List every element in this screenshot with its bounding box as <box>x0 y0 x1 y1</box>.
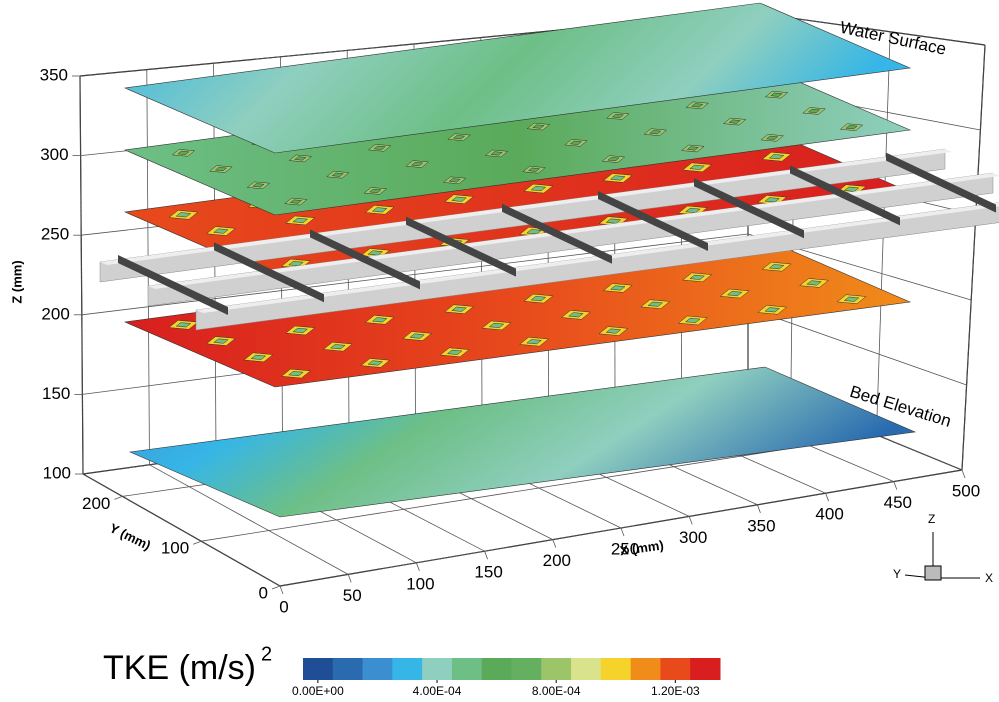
tick-mark <box>272 586 280 589</box>
colorbar-swatch <box>333 658 363 680</box>
colorbar-title-sup: 2 <box>261 643 272 665</box>
tick-mark <box>757 505 760 513</box>
colorbar-tick-label: 0.00E+00 <box>292 684 344 698</box>
tick-mark <box>553 540 556 548</box>
tick-mark <box>894 482 897 490</box>
colorbar-swatch <box>690 658 720 680</box>
x-tick-label: 350 <box>747 516 775 535</box>
colorbar-title: TKE (m/s) <box>103 649 256 687</box>
colorbar-swatch <box>512 658 542 680</box>
colorbar-swatch <box>392 658 422 680</box>
colorbar: 0.00E+00 4.00E-04 8.00E-04 1.20E-03 <box>292 658 720 698</box>
x-tick-label: 500 <box>952 481 980 500</box>
y-tick-label: 100 <box>161 539 189 558</box>
tick-mark <box>114 496 122 499</box>
tick-mark <box>826 493 829 501</box>
z-tick-label: 100 <box>43 463 71 482</box>
colorbar-swatch <box>631 658 661 680</box>
colorbar-tick-label: 1.20E-03 <box>651 684 700 698</box>
colorbar-swatch <box>422 658 452 680</box>
tick-mark <box>416 563 419 571</box>
x-tick-label: 50 <box>343 586 362 605</box>
triad-label: Z <box>928 512 935 526</box>
colorbar-swatch <box>303 658 333 680</box>
tick-mark <box>621 528 624 536</box>
colorbar-swatch <box>452 658 482 680</box>
triad-cube <box>925 566 941 580</box>
y-axis-title: Y (mm) <box>107 520 153 553</box>
colorbar-swatch <box>601 658 631 680</box>
bed-plane <box>130 367 915 517</box>
triad-label: Y <box>893 567 901 581</box>
tick-mark <box>689 516 692 524</box>
x-tick-label: 0 <box>279 597 288 616</box>
grid-line <box>962 45 985 470</box>
triad-label: X <box>985 571 993 585</box>
z-tick-label: 250 <box>41 225 69 244</box>
z-tick-label: 150 <box>42 384 70 403</box>
tick-mark <box>193 541 201 544</box>
z-axis-title: Z (mm) <box>9 260 24 303</box>
x-tick-label: 150 <box>474 563 502 582</box>
x-tick-label: 450 <box>884 493 912 512</box>
z-tick-label: 200 <box>41 304 69 323</box>
colorbar-swatch <box>660 658 690 680</box>
contour-planes <box>100 3 999 517</box>
x-tick-label: 300 <box>679 528 707 547</box>
colorbar-swatch <box>541 658 571 680</box>
y-tick-label: 0 <box>259 583 268 602</box>
x-tick-label: 400 <box>815 505 843 524</box>
tick-mark <box>485 551 488 559</box>
colorbar-swatch <box>482 658 512 680</box>
colorbar-tick-label: 4.00E-04 <box>413 684 462 698</box>
tick-mark <box>962 470 965 478</box>
grid-line <box>80 76 83 474</box>
z-tick-label: 300 <box>40 145 68 164</box>
z-tick-label: 350 <box>40 65 68 84</box>
colorbar-swatch <box>363 658 393 680</box>
tick-mark <box>280 586 283 594</box>
axis-triad: X Y Z <box>893 512 993 585</box>
x-tick-label: 100 <box>406 574 434 593</box>
tick-mark <box>348 574 351 582</box>
x-tick-label: 200 <box>543 551 571 570</box>
y-tick-label: 200 <box>82 494 110 513</box>
chart: 1001502002503003500501001502002503003504… <box>0 0 999 702</box>
colorbar-swatch <box>571 658 601 680</box>
colorbar-tick-label: 8.00E-04 <box>532 684 581 698</box>
